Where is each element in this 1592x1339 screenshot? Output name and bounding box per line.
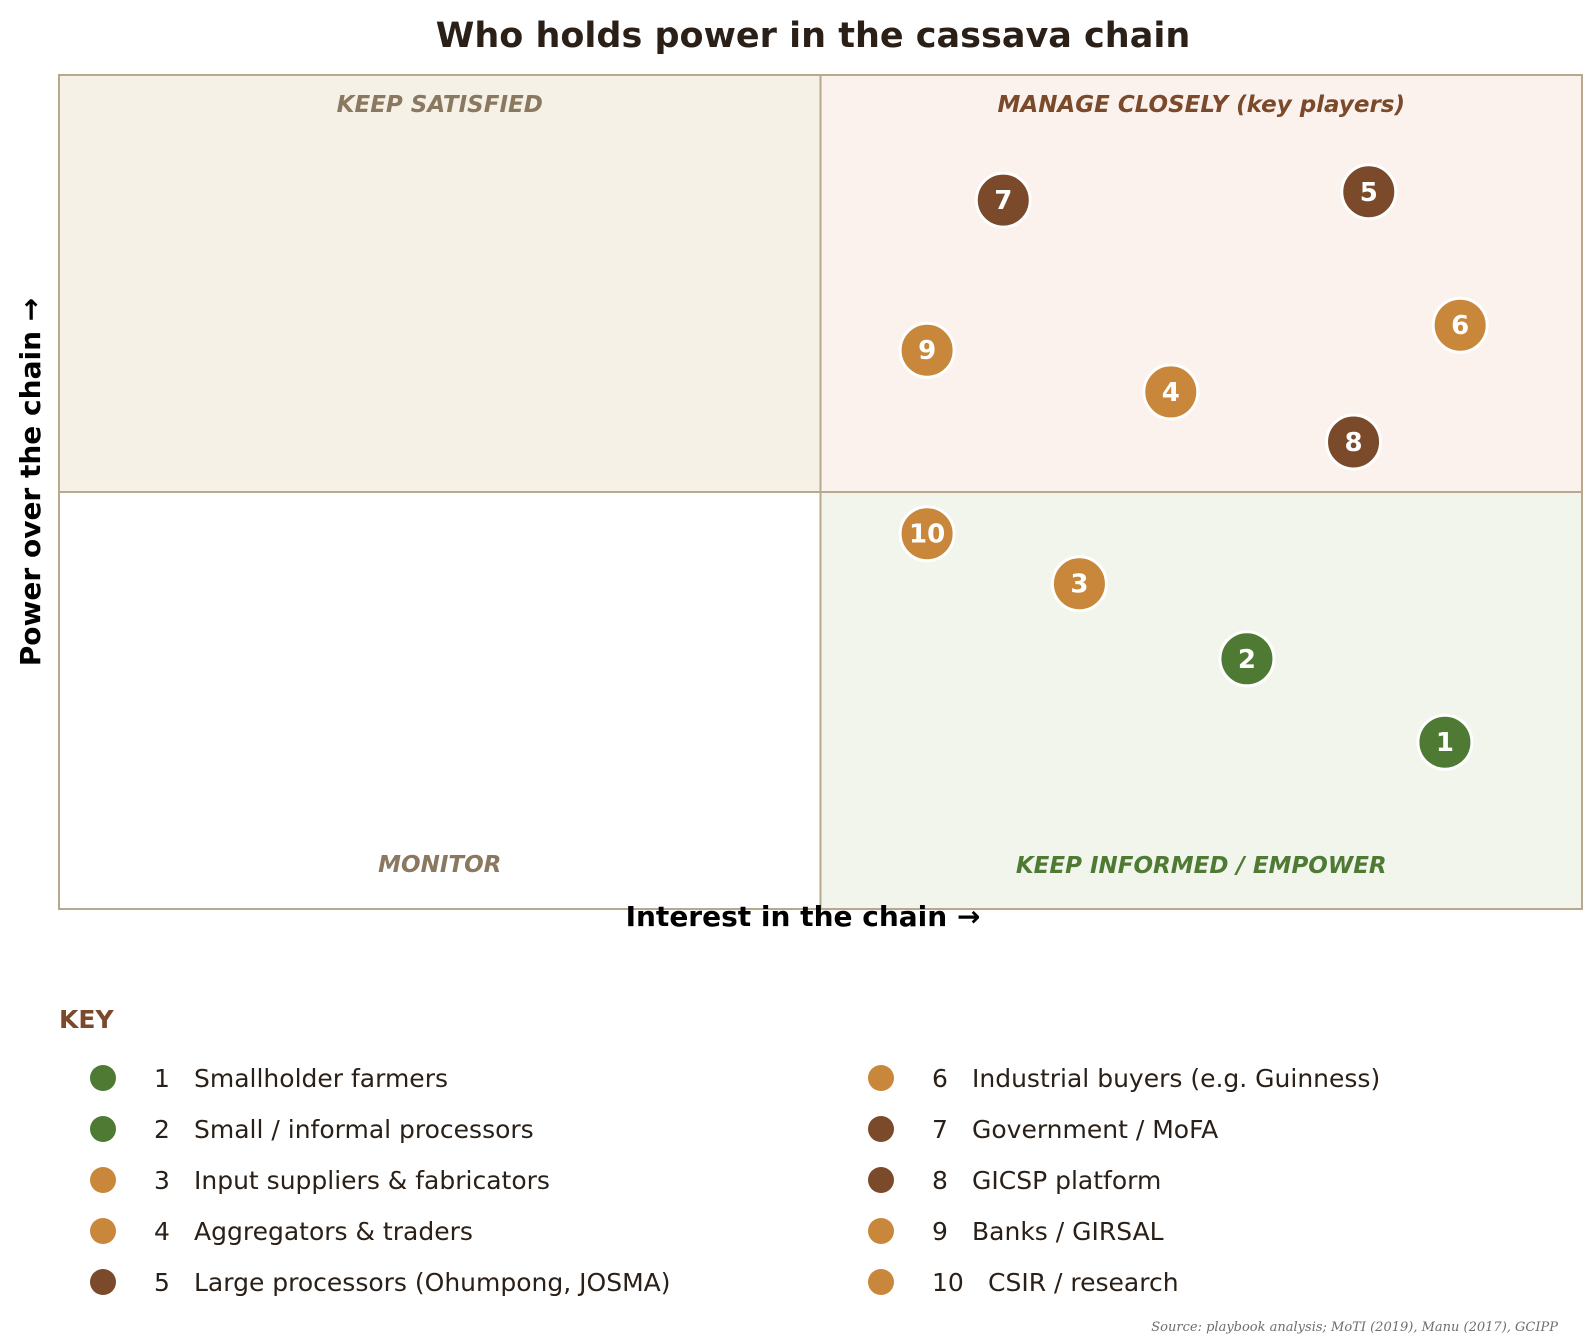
key-number: 5: [154, 1267, 170, 1297]
key-dot: [868, 1269, 894, 1295]
marker-5: 5: [1340, 163, 1398, 221]
key-label: Small / informal processors: [194, 1114, 534, 1144]
quadrant-keep-satisfied: [59, 75, 821, 492]
key-item: 1 Smallholder farmers: [90, 1063, 448, 1093]
key-label: Government / MoFA: [972, 1114, 1219, 1144]
key-number: 2: [154, 1114, 170, 1144]
key-number: 1: [154, 1063, 170, 1093]
key-dot: [90, 1269, 116, 1295]
marker-1: 1: [1416, 713, 1474, 771]
marker-circle-5: [1340, 163, 1398, 221]
marker-2: 2: [1218, 630, 1276, 688]
marker-circle-10: [898, 505, 956, 563]
key-number: 9: [932, 1216, 948, 1246]
key-item: 6 Industrial buyers (e.g. Guinness): [868, 1063, 1380, 1093]
marker-4: 4: [1142, 363, 1200, 421]
quadrant-monitor: [59, 492, 821, 909]
key-item: 9 Banks / GIRSAL: [868, 1216, 1164, 1246]
marker-label-9: 9: [918, 336, 936, 366]
source-note: Source: playbook analysis; MoTI (2019), …: [1151, 1320, 1558, 1335]
key-item: 2 Small / informal processors: [90, 1114, 534, 1144]
key-number: 10: [932, 1267, 964, 1297]
quadrant-label-manage-closely: MANAGE CLOSELY (key players): [998, 92, 1406, 118]
marker-circle-4: [1142, 363, 1200, 421]
plot-border: [58, 74, 1583, 910]
key-number: 3: [154, 1165, 170, 1195]
key-label: GICSP platform: [972, 1165, 1162, 1195]
quadrant-manage-closely: [820, 75, 1582, 492]
quadrant-label-keep-satisfied: KEEP SATISFIED: [337, 92, 543, 118]
marker-7: 7: [974, 171, 1032, 229]
chart-title: Who holds power in the cassava chain: [436, 16, 1191, 56]
key-dot: [90, 1218, 116, 1244]
key-number: 4: [154, 1216, 170, 1246]
quadrant-grid: [58, 74, 1583, 910]
key-label: Industrial buyers (e.g. Guinness): [972, 1063, 1381, 1093]
marker-label-2: 2: [1238, 645, 1256, 675]
marker-label-1: 1: [1436, 728, 1454, 758]
key-label: Input suppliers & fabricators: [194, 1165, 550, 1195]
marker-8: 8: [1325, 413, 1383, 471]
quadrant-label-keep-informed: KEEP INFORMED / EMPOWER: [1016, 853, 1387, 879]
marker-6: 6: [1431, 296, 1489, 354]
key-dot: [868, 1167, 894, 1193]
marker-circle-9: [898, 321, 956, 379]
key-dot: [868, 1116, 894, 1142]
data-markers: 1 2 3 4 5 6 7 8 9 10: [898, 163, 1489, 771]
key-item: 3 Input suppliers & fabricators: [90, 1165, 550, 1195]
marker-label-6: 6: [1451, 311, 1469, 341]
key-dot: [90, 1065, 116, 1091]
marker-circle-3: [1050, 555, 1108, 613]
quadrant-label-monitor: MONITOR: [378, 852, 501, 878]
key-item: 4 Aggregators & traders: [90, 1216, 473, 1246]
marker-label-8: 8: [1345, 428, 1363, 458]
marker-circle-2: [1218, 630, 1276, 688]
key-label: Large processors (Ohumpong, JOSMA): [194, 1267, 671, 1297]
key-number: 7: [932, 1114, 948, 1144]
key-dot: [90, 1116, 116, 1142]
marker-circle-1: [1416, 713, 1474, 771]
key-title: KEY: [59, 1005, 114, 1034]
marker-circle-6: [1431, 296, 1489, 354]
marker-10: 10: [898, 505, 956, 563]
key-label: Smallholder farmers: [194, 1063, 448, 1093]
marker-label-4: 4: [1162, 378, 1180, 408]
key-label: Aggregators & traders: [194, 1216, 473, 1246]
marker-circle-7: [974, 171, 1032, 229]
marker-label-7: 7: [994, 186, 1012, 216]
key-dot: [868, 1065, 894, 1091]
quadrant-keep-informed: [820, 492, 1582, 909]
marker-circle-8: [1325, 413, 1383, 471]
key-item: 5 Large processors (Ohumpong, JOSMA): [90, 1267, 671, 1297]
marker-label-10: 10: [909, 520, 945, 550]
y-axis-label: Power over the chain →: [14, 298, 47, 666]
key-item: 10 CSIR / research: [868, 1267, 1179, 1297]
key-item: 7 Government / MoFA: [868, 1114, 1218, 1144]
x-axis-label: Interest in the chain →: [626, 900, 981, 933]
marker-label-3: 3: [1070, 570, 1088, 600]
marker-3: 3: [1050, 555, 1108, 613]
chart: Who holds power in the cassava chain KEE…: [14, 16, 1583, 933]
key-item: 8 GICSP platform: [868, 1165, 1161, 1195]
key-dot: [868, 1218, 894, 1244]
marker-label-5: 5: [1360, 178, 1378, 208]
key-dot: [90, 1167, 116, 1193]
marker-9: 9: [898, 321, 956, 379]
key-label: Banks / GIRSAL: [972, 1216, 1164, 1246]
key-number: 8: [932, 1165, 948, 1195]
key-number: 6: [932, 1063, 948, 1093]
key-label: CSIR / research: [988, 1267, 1179, 1297]
